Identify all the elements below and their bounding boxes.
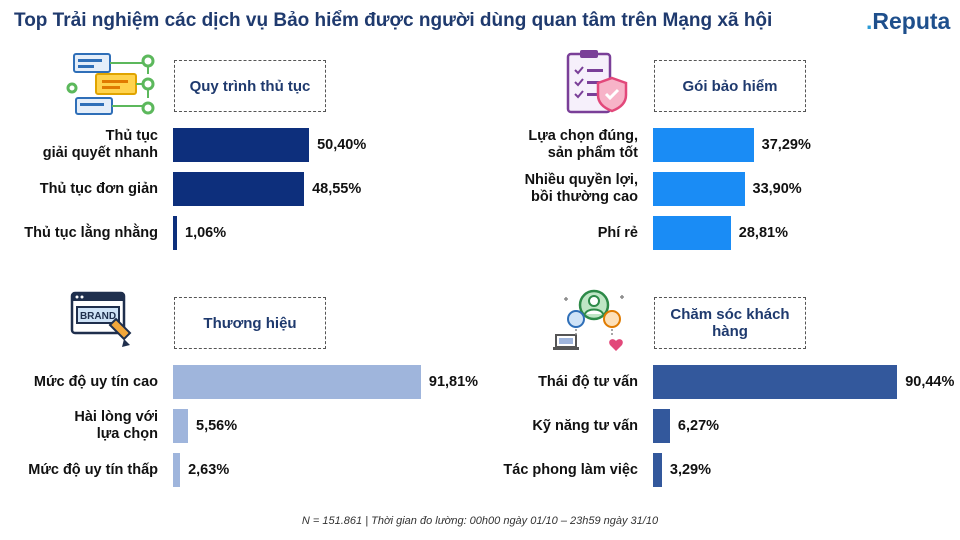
bar — [653, 216, 731, 250]
bar-row: Nhiều quyền lợi, bồi thường cao 33,90% — [480, 172, 920, 206]
category-label: Lựa chọn đúng, sản phẩm tốt — [528, 128, 638, 161]
category-box: Quy trình thủ tục — [174, 60, 326, 112]
category-label: Kỹ năng tư vấn — [532, 417, 638, 434]
bar-row: Lựa chọn đúng, sản phẩm tốt 37,29% — [480, 128, 920, 162]
category-label: Tác phong làm việc — [503, 461, 638, 478]
category-label: Thủ tục giải quyết nhanh — [42, 128, 158, 161]
bar — [173, 128, 310, 162]
panel-quy-trinh-thu-tuc: Quy trình thủ tục Thủ tục giải quyết nha… — [0, 48, 440, 273]
logo-text: Reputa — [872, 8, 951, 34]
value-label: 48,55% — [312, 181, 362, 197]
bar-row: Mức độ uy tín thấp 2,63% — [0, 453, 440, 487]
panel-goi-bao-hiem: Gói bảo hiểm Lựa chọn đúng, sản phẩm tốt… — [480, 48, 920, 273]
category-label: Mức độ uy tín cao — [33, 373, 158, 390]
workflow-icon — [66, 53, 155, 115]
customer-care-icon — [553, 289, 624, 351]
bar — [653, 172, 745, 206]
panel-cham-soc-khach-hang: Chăm sóc khách hàng Thái độ tư vấn 90,44%… — [480, 285, 954, 510]
bar-row: Thủ tục lằng nhằng 1,06% — [0, 216, 440, 250]
bar-row: Mức độ uy tín cao 91,81% — [0, 365, 478, 399]
insurance-document-icon — [566, 50, 628, 114]
value-label: 50,40% — [317, 137, 367, 153]
value-label: 90,44% — [905, 374, 955, 390]
brand-icon-text: BRAND — [80, 311, 116, 322]
bar-row: Kỹ năng tư vấn 6,27% — [480, 409, 920, 443]
category-label: Thủ tục lằng nhằng — [24, 224, 158, 241]
category-label: Mức độ uy tín thấp — [28, 461, 158, 478]
category-label: Phí rẻ — [597, 224, 638, 241]
bar — [173, 365, 421, 399]
category-box: Chăm sóc khách hàng — [654, 297, 806, 349]
bar-row: Hài lòng với lựa chọn 5,56% — [0, 409, 440, 443]
category-label: Thủ tục đơn giản — [39, 180, 158, 197]
bar — [173, 409, 188, 443]
panel-thuong-hieu: BRAND Thương hiệu Mức độ uy tín cao 91,81… — [0, 285, 478, 510]
logo-dot: . — [866, 8, 873, 34]
category-box: Thương hiệu — [174, 297, 326, 349]
bar-row: Thủ tục đơn giản 48,55% — [0, 172, 440, 206]
value-label: 5,56% — [196, 418, 238, 434]
bar — [173, 453, 181, 487]
value-label: 3,29% — [669, 462, 711, 478]
bar — [653, 453, 662, 487]
footnote: N = 151.861 | Thời gian đo lường: 00h00 … — [301, 515, 659, 527]
bar-row: Tác phong làm việc 3,29% — [480, 453, 920, 487]
page-title: Top Trải nghiệm các dịch vụ Bảo hiểm đượ… — [14, 10, 773, 31]
bar — [653, 409, 670, 443]
category-label: Nhiều quyền lợi, bồi thường cao — [524, 172, 638, 205]
brand-pen-icon: BRAND — [70, 291, 132, 347]
value-label: 33,90% — [752, 181, 802, 197]
category-label: Thái độ tư vấn — [538, 373, 638, 390]
bar — [653, 128, 754, 162]
bar — [653, 365, 898, 399]
bar-row: Phí rẻ 28,81% — [480, 216, 920, 250]
value-label: 37,29% — [761, 137, 811, 153]
bar — [173, 172, 305, 206]
value-label: 2,63% — [188, 462, 230, 478]
value-label: 91,81% — [428, 374, 479, 390]
value-label: 1,06% — [185, 225, 227, 241]
bar-row: Thủ tục giải quyết nhanh 50,40% — [0, 128, 440, 162]
value-label: 28,81% — [738, 225, 788, 241]
bar — [173, 216, 177, 250]
bar-row: Thái độ tư vấn 90,44% — [480, 365, 954, 399]
brand-logo: .Reputa — [866, 8, 951, 35]
category-box: Gói bảo hiểm — [654, 60, 806, 112]
category-label: Hài lòng với lựa chọn — [74, 409, 158, 442]
value-label: 6,27% — [677, 418, 720, 434]
